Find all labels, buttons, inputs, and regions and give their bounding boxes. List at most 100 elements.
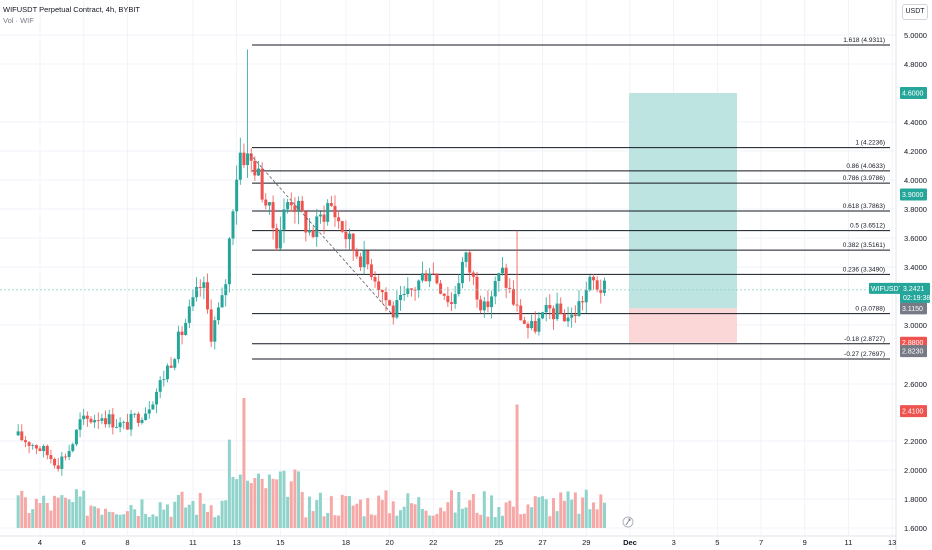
volume-bar (184, 507, 188, 528)
volume-bar (271, 478, 275, 528)
candle-body (377, 281, 381, 290)
symbol-tag: WIFUSDT.P (871, 286, 909, 293)
volume-bar (257, 473, 260, 528)
candle-body (471, 272, 475, 277)
candle-body (522, 320, 526, 324)
long-position-tool[interactable] (629, 93, 737, 343)
price-axis[interactable]: 5.0000 4.8000 4.4000 4.2000 4.0000 3.8000 3.60… (895, 0, 927, 550)
time-tick-label: 11 (189, 538, 197, 547)
time-tick-label: 22 (429, 538, 437, 547)
time-axis[interactable]: 4 6 8 11 13 15 18 20 22 25 27 29 Dec 3 5 7 9 11 13 (0, 516, 896, 547)
candle-body (176, 331, 180, 360)
candle-body (158, 380, 162, 392)
volume-bar (140, 499, 144, 528)
volume-bar (264, 488, 268, 528)
candle-body (85, 415, 89, 419)
price-tick-label: 4.8000 (904, 60, 927, 69)
candle-body (27, 442, 31, 446)
volume-bar (420, 508, 424, 528)
candle-body (180, 331, 184, 336)
candle-body (318, 214, 322, 217)
candle-body (253, 160, 257, 176)
volume-bar (537, 497, 541, 528)
candle-body (202, 282, 206, 288)
volume-bar (464, 507, 468, 528)
candle-body (446, 295, 450, 303)
volume-bar (111, 512, 115, 528)
candle-body (420, 273, 424, 281)
candle-body (275, 228, 279, 249)
candle-body (104, 418, 108, 425)
candle-body (391, 305, 395, 318)
target-zone[interactable] (629, 93, 737, 309)
candle-body (581, 301, 585, 303)
volume-bar (311, 511, 315, 528)
time-tick-label: 18 (342, 538, 350, 547)
candle-body (351, 233, 355, 251)
alert-price-tag: 2.4100 (902, 409, 924, 416)
grid (0, 0, 896, 535)
price-tick-label: 4.2000 (904, 147, 927, 156)
candle-body (220, 295, 224, 308)
fib-level-label: -0.27 (2.7697) (844, 351, 885, 358)
volume-bar (206, 511, 210, 528)
last-price-tag-bg (900, 282, 930, 303)
candle-body (541, 312, 545, 319)
volume-bar (209, 505, 213, 528)
volume-bars (16, 398, 606, 528)
candle-body (373, 276, 377, 282)
volume-bar (588, 509, 592, 528)
volume-bar (595, 509, 599, 528)
chart-legend: WIFUSDT Perpetual Contract, 4h, BYBIT Vo… (3, 4, 140, 26)
candle-body (71, 444, 75, 452)
candle-body (304, 211, 308, 233)
fib-level-label: 0.618 (3.7863) (843, 203, 885, 210)
volume-legend[interactable]: Vol · WIF (3, 16, 34, 25)
candle-body (278, 229, 282, 249)
candle-body (206, 282, 210, 310)
candle-body (384, 292, 388, 301)
candle-body (311, 230, 315, 238)
volume-bar (402, 506, 406, 528)
candle-body (82, 415, 86, 420)
volume-bar (541, 496, 545, 528)
volume-bar (602, 502, 606, 528)
volume-bar (82, 490, 86, 528)
candle-body (213, 320, 217, 342)
volume-bar (369, 514, 373, 528)
candle-body (348, 233, 352, 240)
volume-bar (413, 504, 417, 528)
candle-body (409, 288, 413, 290)
stop-price-tag: 2.8800 (902, 340, 924, 347)
volume-bar (508, 500, 512, 528)
volume-bar (129, 505, 133, 528)
volume-bar (315, 500, 319, 528)
symbol-title[interactable]: WIFUSDT Perpetual Contract, 4h, BYBIT (3, 5, 140, 14)
candle-body (184, 322, 188, 336)
volume-bar (475, 512, 479, 528)
volume-bar (151, 514, 155, 528)
trendline[interactable] (249, 153, 395, 317)
volume-bar (216, 515, 220, 528)
candle-body (31, 445, 35, 446)
volume-bar (551, 498, 555, 528)
target-price-tag: 4.6000 (902, 91, 924, 98)
candle-body (340, 221, 344, 232)
candle-body (355, 250, 359, 257)
fib-level-label: 0 (3.0788) (855, 306, 885, 313)
volume-bar (180, 491, 184, 528)
currency-button[interactable]: USDT (902, 4, 928, 20)
volume-bar (107, 511, 111, 528)
fib-level-label: 1.618 (4.9311) (843, 37, 885, 44)
volume-bar (522, 513, 526, 528)
trendline-dashed[interactable] (249, 153, 395, 317)
candle-body (264, 199, 268, 206)
candle-body (431, 273, 435, 275)
volume-bar (202, 503, 206, 528)
volume-bar (133, 509, 137, 528)
fib-retracement[interactable]: 1.618 (4.9311) 1 (4.2236) 0.86 (4.0633) 0.7… (252, 37, 890, 360)
volume-bar (519, 514, 523, 528)
price-tick-label: 2.6000 (904, 380, 927, 389)
